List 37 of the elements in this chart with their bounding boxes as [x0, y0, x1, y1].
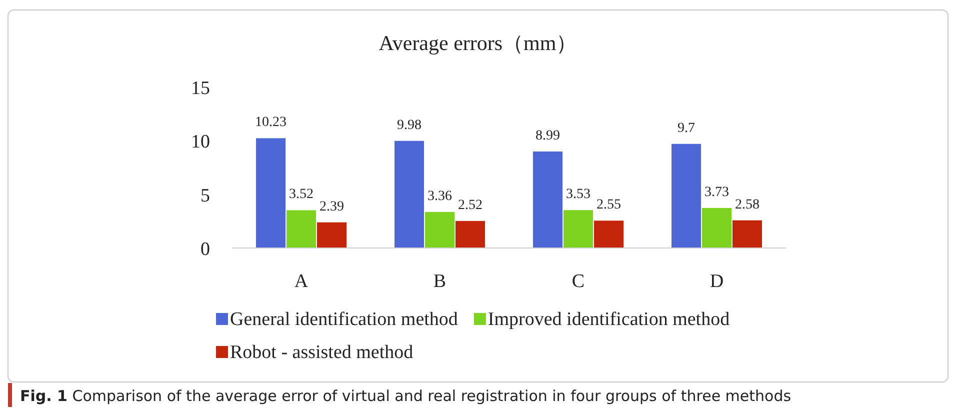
data-label: 3.36 [428, 188, 452, 204]
data-label: 3.73 [704, 184, 729, 200]
data-label: 2.55 [596, 198, 621, 213]
data-label: 2.52 [458, 198, 482, 213]
bar [256, 138, 286, 248]
data-label: 3.53 [566, 187, 590, 202]
data-label: 2.39 [320, 199, 344, 214]
y-tick-label: 10 [191, 132, 210, 153]
data-label: 2.58 [735, 197, 760, 212]
text: Fig. 1 Comparison of the average error of virtual and real registration in four groups of three methods [20, 387, 792, 405]
bar [732, 220, 762, 248]
y-tick-label: 0 [200, 239, 210, 260]
bar [456, 220, 485, 248]
legend-label: General identification method [230, 309, 458, 330]
data-label: 10.23 [255, 115, 286, 130]
x-tick-label: B [433, 271, 446, 292]
x-tick-label: C [572, 271, 585, 292]
bar [594, 220, 624, 248]
bar [394, 140, 424, 248]
data-label: 9.98 [397, 118, 422, 133]
bar [564, 210, 593, 248]
bar [286, 210, 316, 248]
data-label: 3.52 [289, 187, 314, 202]
legend-label: Improved identification method [488, 309, 730, 330]
data-label: 9.7 [678, 120, 695, 136]
legend-label: Robot - assisted method [230, 342, 414, 363]
bar [317, 222, 346, 248]
x-tick-label: A [294, 271, 308, 292]
bar [702, 208, 732, 248]
chart-title: Average errors（mm） [378, 31, 578, 55]
bar [533, 152, 562, 248]
x-tick-label: D [710, 271, 724, 292]
y-tick-label: 5 [200, 185, 210, 206]
y-tick-label: 15 [191, 78, 210, 99]
bar [425, 212, 454, 248]
data-label: 8.99 [536, 128, 560, 144]
bar [672, 144, 701, 248]
